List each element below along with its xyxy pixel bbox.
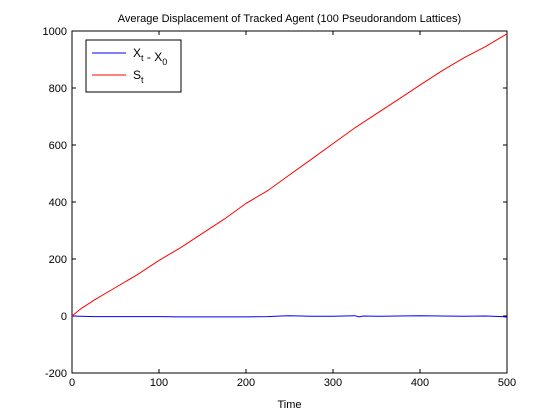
x-tick-label: 300 xyxy=(324,377,342,389)
x-tick-label: 200 xyxy=(237,377,255,389)
y-tick-label: 600 xyxy=(49,140,67,152)
x-tick-label: 500 xyxy=(498,377,516,389)
x-tick-label: 100 xyxy=(150,377,168,389)
y-tick-label: -200 xyxy=(45,368,67,380)
series-layer xyxy=(71,33,508,318)
legend-box xyxy=(85,39,182,93)
x-tick-label: 0 xyxy=(69,377,75,389)
chart-title: Average Displacement of Tracked Agent (1… xyxy=(118,13,461,25)
y-tick-label: 400 xyxy=(49,197,67,209)
y-tick-label: 0 xyxy=(61,311,67,323)
legend-label-0: Xt - X0 xyxy=(133,46,167,67)
legend-label-1: St xyxy=(133,68,144,85)
x-tick-label: 400 xyxy=(411,377,429,389)
x-axis-label: Time xyxy=(277,399,301,411)
series-line-0 xyxy=(71,315,508,318)
series-line-1 xyxy=(71,33,508,317)
y-tick-label: 800 xyxy=(49,83,67,95)
y-tick-label: 200 xyxy=(49,254,67,266)
y-tick-label: 1000 xyxy=(43,26,67,38)
